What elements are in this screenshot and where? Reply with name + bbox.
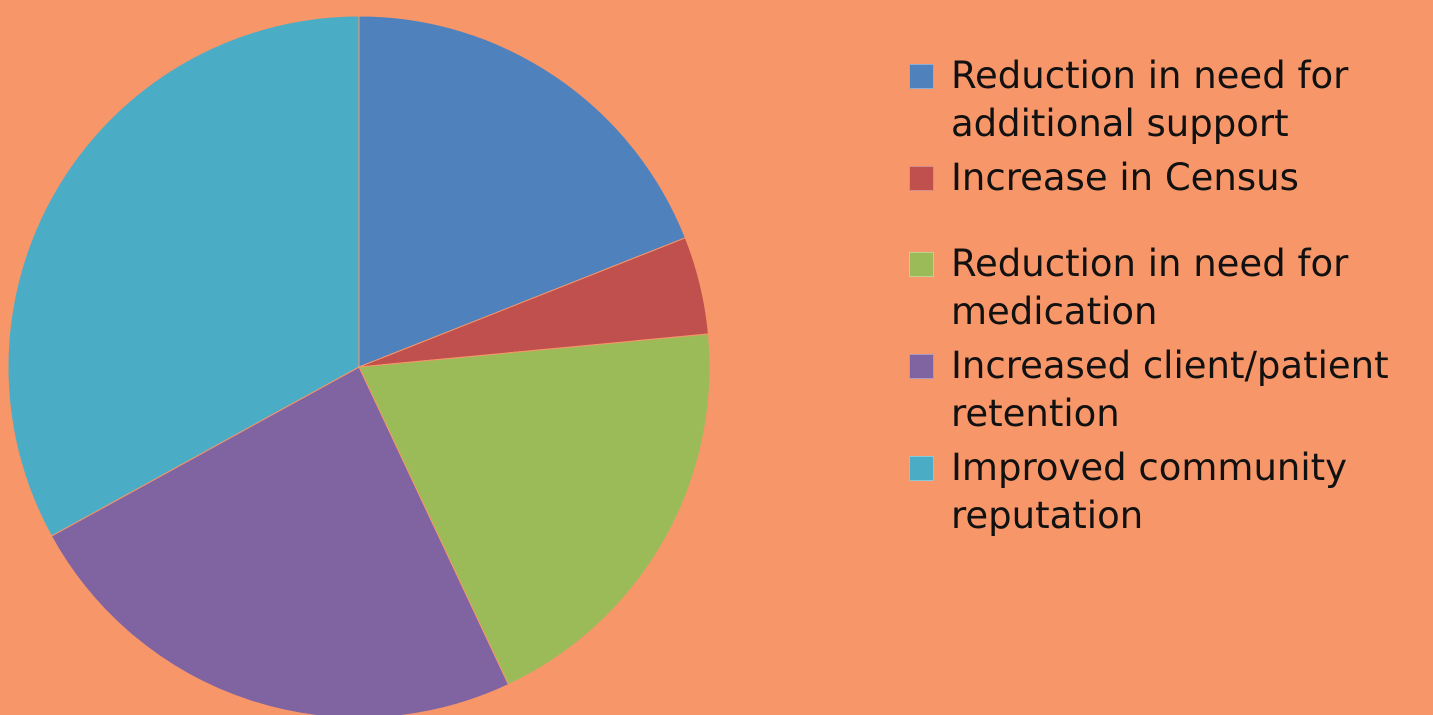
- chart-legend: Reduction in need for additional support…: [905, 52, 1425, 546]
- legend-item-retention: Increased client/patient retention: [905, 342, 1425, 438]
- legend-item-reputation: Improved community reputation: [905, 444, 1425, 540]
- legend-swatch: [909, 456, 934, 481]
- legend-swatch: [909, 64, 934, 89]
- legend-label: Increase in Census: [951, 156, 1299, 199]
- pie-slice-4: [7, 15, 360, 537]
- legend-swatch: [909, 166, 934, 191]
- legend-swatch: [909, 252, 934, 277]
- legend-label: Reduction in need for medication: [951, 242, 1349, 333]
- legend-label: Increased client/patient retention: [951, 344, 1389, 435]
- pie-chart-plot: [7, 15, 711, 715]
- legend-item-medication: Reduction in need for medication: [905, 240, 1425, 336]
- legend-label: Improved community reputation: [951, 446, 1348, 537]
- legend-item-census: Increase in Census: [905, 154, 1425, 202]
- pie-slice-3: [50, 366, 510, 715]
- pie-slice-2: [358, 333, 711, 686]
- legend-label: Reduction in need for additional support: [951, 54, 1349, 145]
- pie-slice-0: [358, 15, 686, 368]
- legend-item-additional-support: Reduction in need for additional support: [905, 52, 1425, 148]
- legend-swatch: [909, 354, 934, 379]
